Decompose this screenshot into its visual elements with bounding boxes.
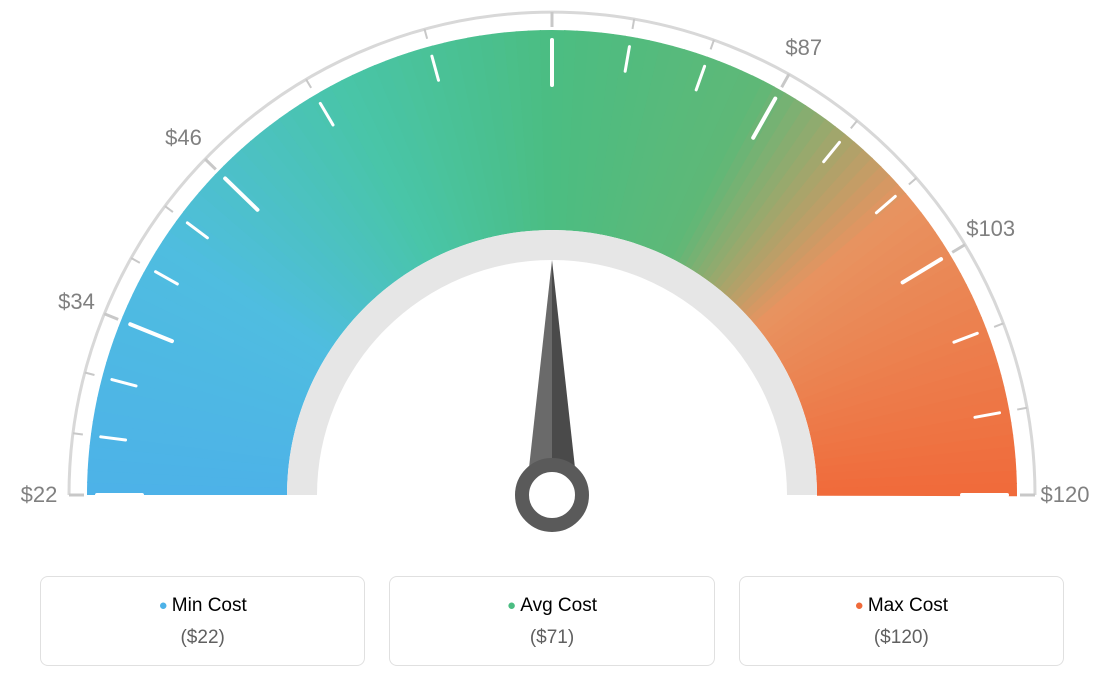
gauge-tick-label: $46: [165, 125, 202, 151]
gauge-tick-label: $34: [58, 289, 95, 315]
gauge-area: $22$34$46$71$87$103$120: [0, 0, 1104, 540]
gauge-tick-label: $22: [21, 482, 58, 508]
legend-row: Min Cost ($22) Avg Cost ($71) Max Cost (…: [40, 576, 1064, 666]
legend-min-box: Min Cost ($22): [40, 576, 365, 666]
gauge-tick-label: $103: [966, 216, 1015, 242]
legend-max-box: Max Cost ($120): [739, 576, 1064, 666]
gauge-svg: [0, 0, 1104, 540]
legend-avg-value: ($71): [400, 627, 703, 649]
legend-min-value: ($22): [51, 627, 354, 649]
gauge-tick-label: $87: [785, 35, 822, 61]
cost-gauge-chart: $22$34$46$71$87$103$120 Min Cost ($22) A…: [0, 0, 1104, 690]
legend-avg-box: Avg Cost ($71): [389, 576, 714, 666]
legend-min-title: Min Cost: [51, 595, 354, 617]
legend-max-value: ($120): [750, 627, 1053, 649]
legend-avg-title: Avg Cost: [400, 595, 703, 617]
gauge-tick-label: $120: [1041, 482, 1090, 508]
legend-max-title: Max Cost: [750, 595, 1053, 617]
